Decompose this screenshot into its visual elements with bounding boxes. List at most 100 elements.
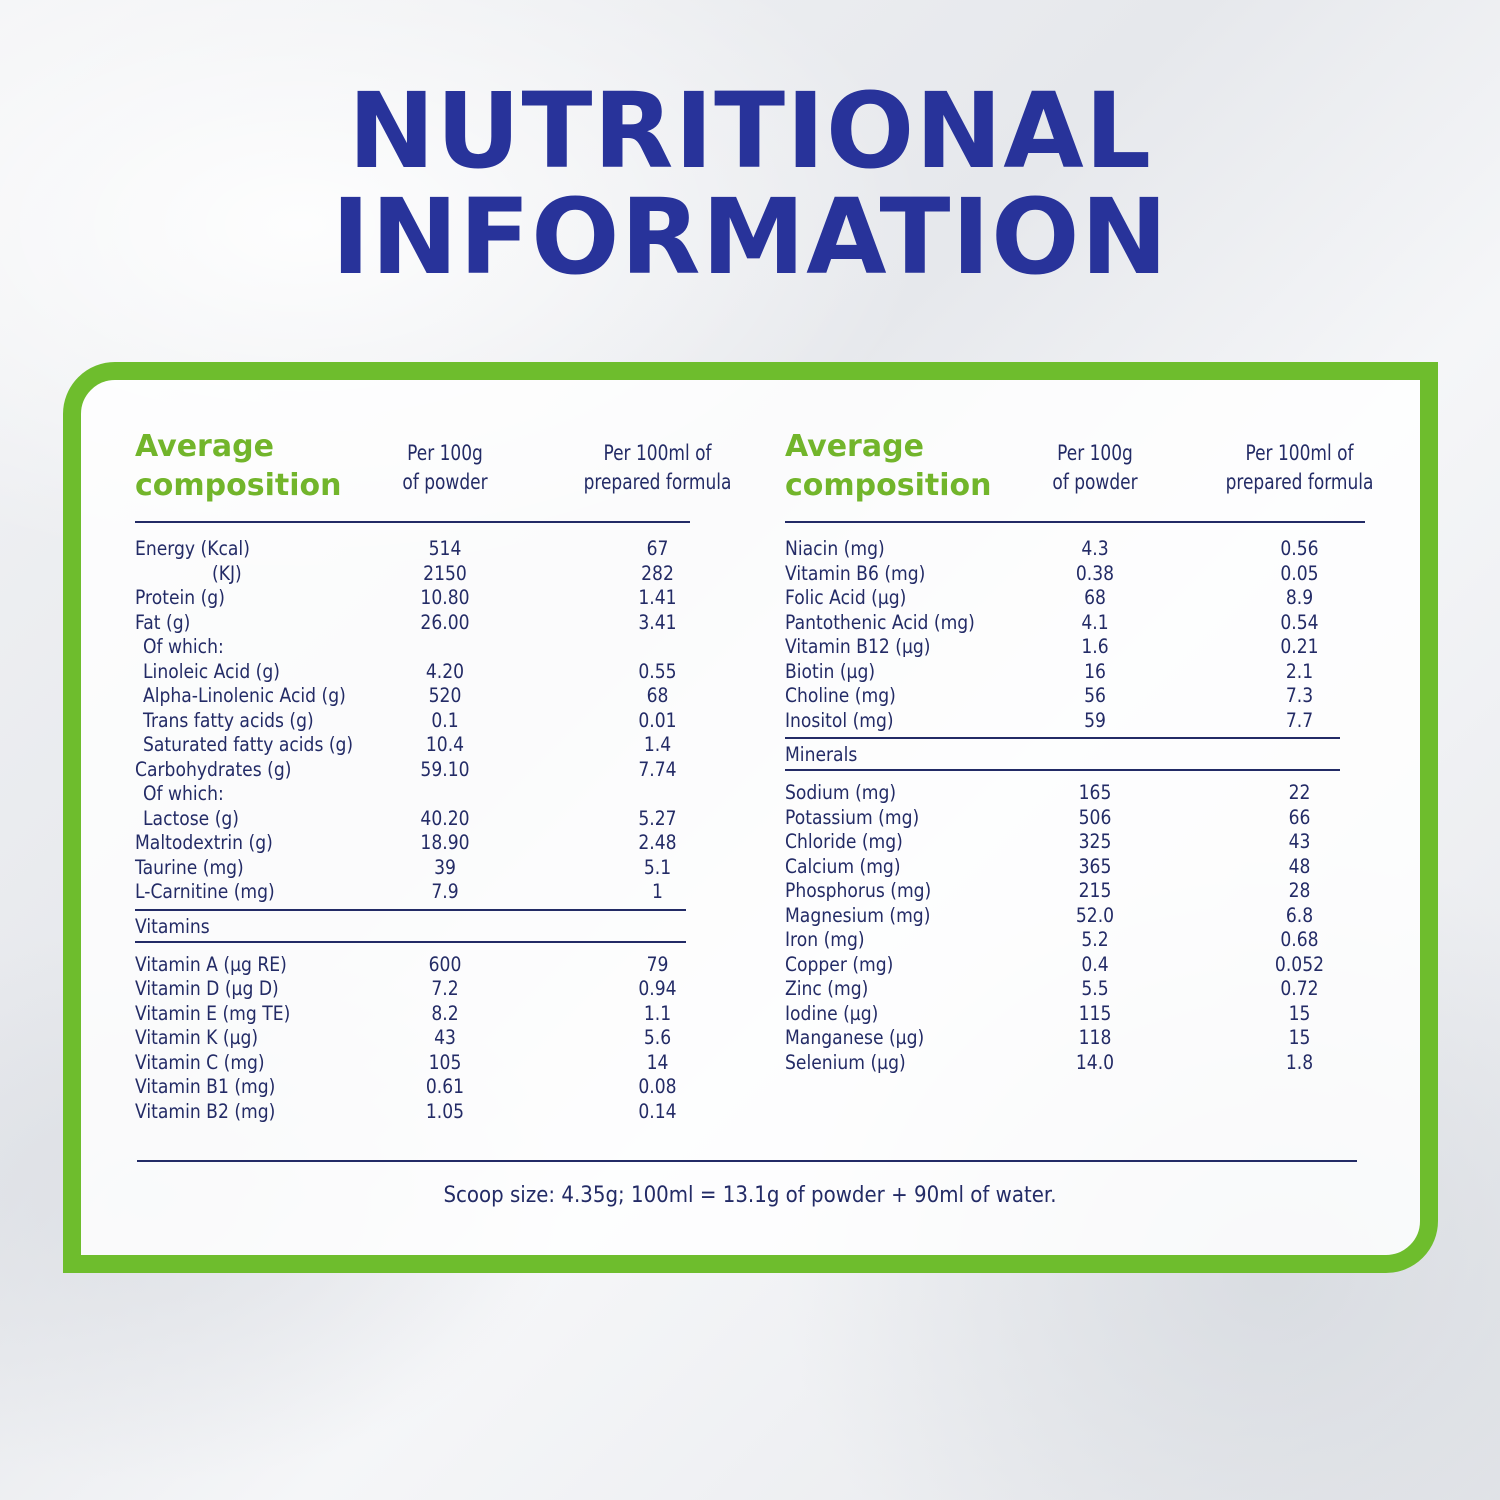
nutrient-name: Saturated fatty acids (g) [143,733,354,756]
value-per-100ml: 1.1 [643,1001,672,1025]
table-row: Phosphorus (mg) 215 28 [785,879,1365,904]
table-row: Chloride (mg) 325 43 [785,830,1365,855]
value-per-100ml: 22 [1288,781,1311,804]
nutrient-name: Maltodextrin (g) [135,831,273,854]
table-row: Alpha-Linolenic Acid (g) 520 68 [135,684,690,709]
table-row: Iron (mg) 5.2 0.68 [785,928,1365,953]
table-row: Inositol (mg) 59 7.7 [785,709,1365,734]
value-per-100g: 7.9 [431,880,459,903]
value-per-100ml: 0.01 [638,708,677,732]
table-row: Trans fatty acids (g) 0.1 0.01 [135,709,690,734]
left-header-name-line1: Average [135,429,274,464]
table-row: Biotin (µg) 16 2.1 [785,660,1365,685]
value-per-100g: 4.1 [1081,610,1109,634]
table-row: Vitamin A (µg RE) 600 79 [135,953,690,978]
table-row: Manganese (µg) 118 15 [785,1026,1365,1051]
nutrient-name: Fat (g) [135,610,191,634]
value-per-100g: 40.20 [420,806,470,830]
value-per-100ml: 282 [641,561,674,585]
value-per-100ml: 8.9 [1285,586,1314,609]
value-per-100g: 2150 [423,561,467,585]
value-per-100ml: 2.48 [638,831,677,854]
table-row: Vitamin B1 (mg) 0.61 0.08 [135,1075,690,1100]
table-row: L-Carnitine (mg) 7.9 1 [135,880,690,905]
nutrient-name: Vitamin D (µg D) [135,977,279,1000]
value-per-100g: 56 [1084,684,1106,707]
value-per-100ml: 5.1 [643,855,672,879]
nutrient-name: Vitamin K (µg) [135,1026,259,1049]
nutrient-name: Vitamin E (mg TE) [135,1001,291,1025]
right-section-rows: Sodium (mg) 165 22 Potassium (mg) 506 66 Chlor… [785,781,1365,1075]
table-row: Vitamin D (µg D) 7.2 0.94 [135,977,690,1002]
right-header-col2-line1: Per 100ml of [1245,441,1354,465]
nutrient-name: Of which: [143,782,224,805]
nutrient-name: Iron (mg) [785,928,865,951]
value-per-100g: 10.4 [425,733,465,756]
nutrient-name: Vitamin B2 (mg) [135,1099,276,1123]
left-table: Average composition Per 100g of powder P… [135,415,731,1125]
table-row: Vitamin C (mg) 105 14 [135,1051,690,1076]
table-row: Carbohydrates (g) 59.10 7.74 [135,758,690,783]
nutrient-name: Taurine (mg) [135,855,244,879]
right-header-col2-line2: prepared formula [1225,470,1374,494]
value-per-100ml: 1.8 [1285,1050,1314,1074]
table-row: Calcium (mg) 365 48 [785,855,1365,880]
value-per-100g: 10.80 [420,586,470,609]
value-per-100ml: 3.41 [638,610,677,634]
value-per-100ml: 0.54 [1280,610,1319,634]
nutrient-name: L-Carnitine (mg) [135,880,275,903]
nutrient-name: Vitamin A (µg RE) [135,952,287,976]
table-row: Vitamin B6 (mg) 0.38 0.05 [785,562,1365,587]
nutrient-name: Chloride (mg) [785,830,903,853]
value-per-100g: 26.00 [420,610,470,634]
table-row: Taurine (mg) 39 5.1 [135,856,690,881]
nutrient-name: Copper (mg) [785,952,894,976]
value-per-100g: 14.0 [1075,1050,1115,1074]
table-row: Magnesium (mg) 52.0 6.8 [785,904,1365,929]
nutrient-name: Potassium (mg) [785,805,920,829]
nutrient-name: Protein (g) [135,586,225,609]
left-header-per-100ml: Per 100ml of prepared formula [565,439,750,497]
nutrient-name: Choline (mg) [785,684,896,707]
table-row: Potassium (mg) 506 66 [785,806,1365,831]
title-line-2: INFORMATION [331,176,1169,298]
value-per-100ml: 0.68 [1280,928,1319,951]
table-row: Fat (g) 26.00 3.41 [135,611,690,636]
section-vitamins: Vitamins [135,908,686,943]
value-per-100g: 115 [1078,1001,1112,1025]
nutrient-name: Sodium (mg) [785,781,897,804]
left-main-rows: Energy (Kcal) 514 67 (KJ) 2150 282 Protein (g)… [135,523,690,905]
scoop-footnote: Scoop size: 4.35g; 100ml = 13.1g of powd… [443,1183,1057,1208]
value-per-100ml: 0.05 [1280,561,1319,585]
table-row: Iodine (µg) 115 15 [785,1002,1365,1027]
value-per-100g: 7.2 [431,977,459,1000]
value-per-100ml: 68 [646,684,669,707]
right-header-per-100ml: Per 100ml of prepared formula [1207,439,1392,497]
table-row: Vitamin K (µg) 43 5.6 [135,1026,690,1051]
right-header-col1-line2: of powder [1052,470,1138,494]
left-header-name: Average composition [135,427,375,505]
value-per-100ml: 2.1 [1285,659,1314,683]
value-per-100ml: 6.8 [1285,903,1314,927]
left-header-col2-line2: prepared formula [583,470,732,494]
table-row: Vitamin B2 (mg) 1.05 0.14 [135,1100,690,1125]
nutrient-name: Calcium (mg) [785,854,901,878]
value-per-100ml: 1 [652,880,663,903]
value-per-100g: 165 [1078,781,1112,804]
table-row: Vitamin E (mg TE) 8.2 1.1 [135,1002,690,1027]
left-table-header: Average composition Per 100g of powder P… [135,415,731,523]
value-per-100ml: 0.72 [1280,977,1319,1000]
value-per-100g: 16 [1084,659,1106,683]
left-header-name-line2: composition [135,468,342,503]
section-label: Minerals [785,743,858,766]
nutrient-name: Linoleic Acid (g) [143,659,280,683]
value-per-100ml: 14 [646,1050,669,1074]
left-header-col1-line1: Per 100g [407,441,483,465]
value-per-100g: 0.38 [1075,561,1115,585]
nutrient-name: Inositol (mg) [785,708,894,732]
table-row: Folic Acid (µg) 68 8.9 [785,586,1365,611]
value-per-100g: 43 [434,1026,456,1049]
value-per-100g: 0.1 [431,708,459,732]
left-header-col1-line2: of powder [402,470,488,494]
value-per-100ml: 0.21 [1280,635,1319,658]
